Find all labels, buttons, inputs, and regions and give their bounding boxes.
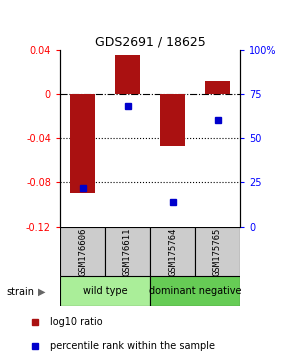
Bar — [70, 94, 95, 193]
Text: dominant negative: dominant negative — [149, 286, 241, 296]
Bar — [60, 276, 150, 306]
Title: GDS2691 / 18625: GDS2691 / 18625 — [94, 35, 206, 48]
Text: percentile rank within the sample: percentile rank within the sample — [50, 341, 215, 350]
Text: GSM176606: GSM176606 — [78, 227, 87, 275]
Text: GSM176611: GSM176611 — [123, 227, 132, 275]
Bar — [60, 227, 105, 276]
Bar — [150, 276, 240, 306]
Bar — [160, 94, 185, 146]
Bar — [115, 55, 140, 94]
Bar — [150, 227, 195, 276]
Text: GSM175765: GSM175765 — [213, 227, 222, 275]
Text: wild type: wild type — [83, 286, 127, 296]
Bar — [195, 227, 240, 276]
Text: log10 ratio: log10 ratio — [50, 317, 103, 327]
Text: strain: strain — [6, 287, 34, 297]
Text: ▶: ▶ — [38, 287, 46, 297]
Text: GSM175764: GSM175764 — [168, 227, 177, 275]
Bar — [105, 227, 150, 276]
Bar — [205, 81, 230, 94]
